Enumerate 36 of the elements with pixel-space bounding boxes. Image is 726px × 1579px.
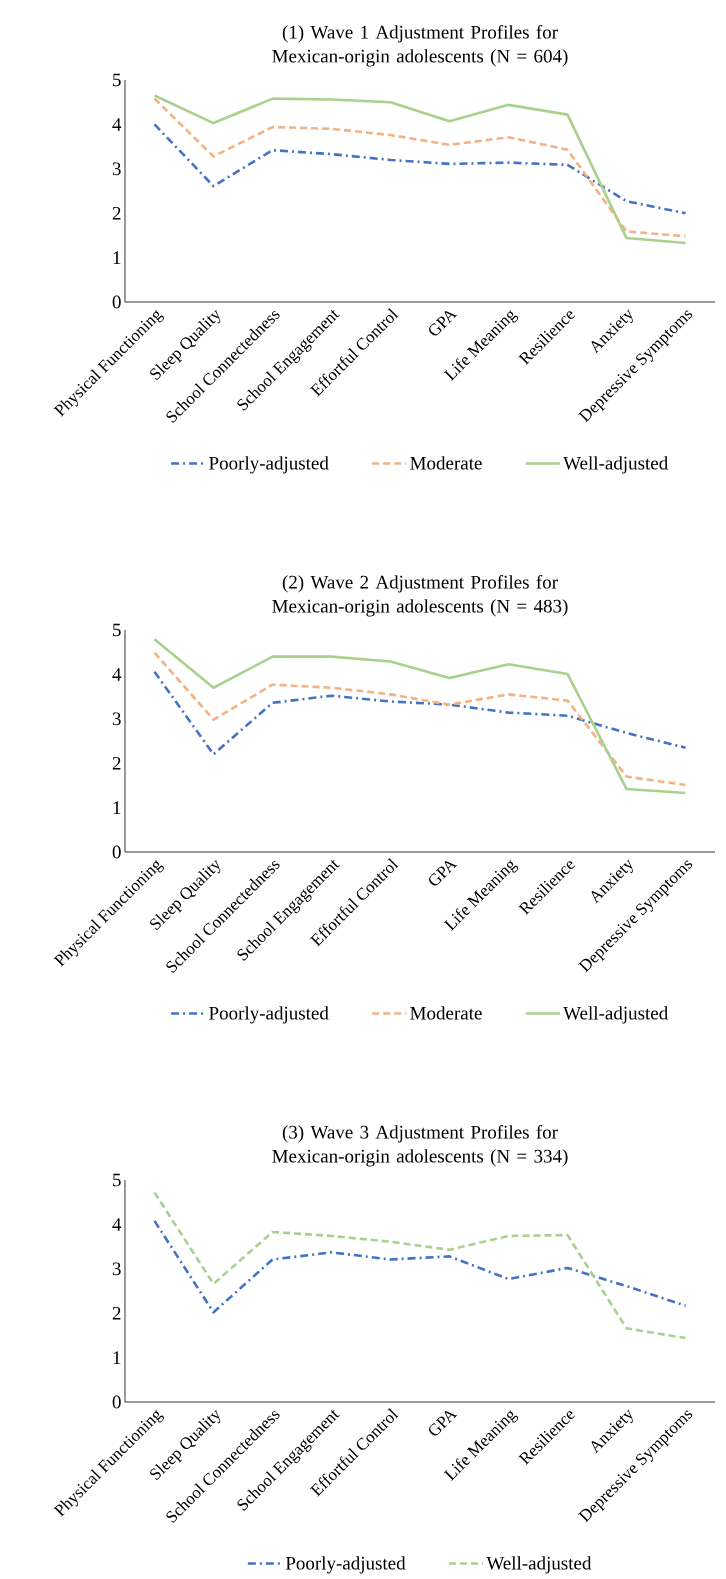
chart-title: (2) Wave 2 Adjustment Profiles for Mexican-origin adolescents (N = 483) — [272, 575, 568, 617]
y-tick-label: 4 — [112, 668, 122, 681]
y-tick-label: 0 — [112, 295, 121, 309]
line-series — [153, 1191, 687, 1340]
x-tick-label: GPA — [429, 860, 458, 886]
legend-label: Well-adjusted — [563, 456, 668, 474]
y-tick-label: 5 — [113, 623, 121, 637]
chart-title: (3) Wave 3 Adjustment Profiles for Mexican-origin adolescents (N = 334) — [272, 1125, 568, 1167]
y-tick-label: 2 — [112, 206, 121, 220]
line-series — [153, 670, 687, 756]
line-series — [153, 123, 687, 215]
legend-label: Well-adjusted — [563, 1006, 668, 1024]
chart-title: (1) Wave 1 Adjustment Profiles for Mexican-origin adolescents (N = 604) — [272, 25, 568, 67]
legend-label: Well-adjusted — [486, 1556, 592, 1574]
legend-label: Poorly-adjusted — [209, 456, 329, 474]
y-tick-label: 0 — [112, 1395, 121, 1409]
y-tick-label: 0 — [112, 845, 121, 859]
legend-label: Moderate — [410, 1006, 482, 1020]
y-tick-label: 1 — [113, 801, 121, 814]
y-tick-label: 1 — [113, 1351, 121, 1364]
legend-label: Poorly-adjusted — [285, 1556, 406, 1574]
y-tick-label: 5 — [113, 1173, 121, 1187]
line-series — [153, 1219, 687, 1314]
y-tick-label: 3 — [112, 1262, 121, 1276]
y-tick-label: 1 — [113, 251, 121, 264]
y-tick-label: 2 — [112, 1306, 121, 1320]
y-tick-label: 2 — [112, 756, 121, 770]
x-tick-label: GPA — [429, 1410, 458, 1436]
y-tick-label: 5 — [113, 73, 121, 87]
legend-label: Moderate — [410, 456, 482, 470]
legend-label: Poorly-adjusted — [209, 1006, 329, 1024]
y-tick-label: 3 — [112, 162, 121, 176]
y-tick-label: 4 — [112, 1218, 122, 1231]
y-tick-label: 4 — [112, 118, 122, 131]
x-tick-label: GPA — [429, 310, 458, 336]
y-tick-label: 3 — [112, 712, 121, 726]
